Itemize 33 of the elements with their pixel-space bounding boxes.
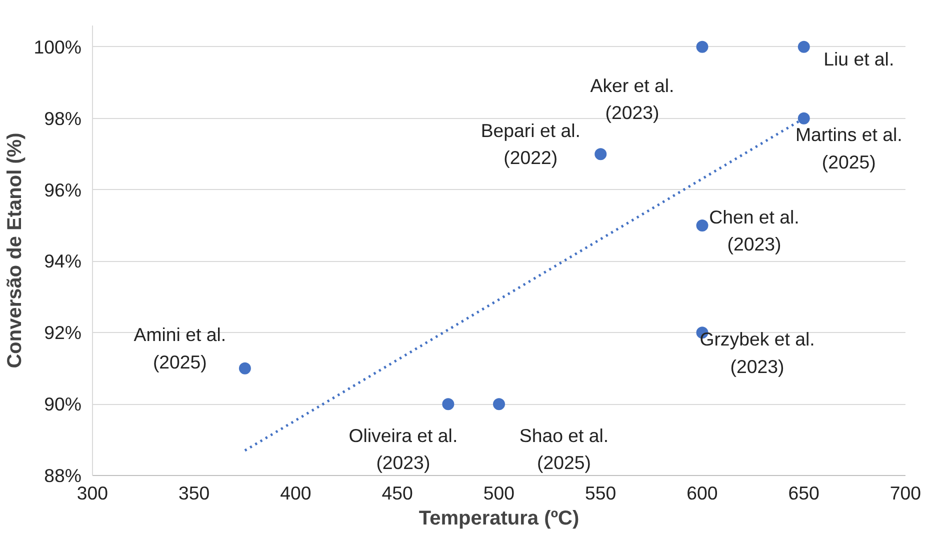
annotation: Aker et al. (2023) <box>590 74 674 124</box>
x-tick-label: 700 <box>890 482 922 504</box>
point <box>442 398 454 410</box>
point <box>238 362 251 374</box>
point <box>696 220 708 232</box>
y-tick-label: 96% <box>44 179 82 200</box>
x-tick-label: 350 <box>178 482 210 504</box>
annotation: Amini et al. (2025) <box>134 324 226 373</box>
point <box>696 40 708 53</box>
annotation: Oliveira et al. (2023) <box>348 424 458 474</box>
point <box>594 148 607 160</box>
annotation: Grzybek et al. (2023) <box>700 328 815 377</box>
x-tick-label: 650 <box>788 482 820 504</box>
y-axis-title: Conversão de Etanol (%) <box>4 132 26 368</box>
x-tick-label: 550 <box>585 482 616 504</box>
x-tick-label: 500 <box>483 482 515 504</box>
x-axis-title: Temperatura (ºC) <box>418 508 580 530</box>
x-tick-label: 600 <box>686 482 718 504</box>
y-tick-label: 98% <box>44 108 82 129</box>
x-tick-label: 450 <box>382 482 413 504</box>
y-tick-label: 90% <box>44 394 82 415</box>
annotation: Bepari et al. (2022) <box>480 120 580 168</box>
annotation: Chen et al. (2023) <box>709 206 800 255</box>
annotation: Shao et al. (2025) <box>519 424 609 474</box>
annotation: Liu et al. <box>824 48 894 70</box>
y-tick-label: 100% <box>34 36 82 58</box>
point <box>798 40 810 53</box>
point <box>493 398 505 410</box>
point <box>798 112 810 124</box>
annotation: Martins et al. (2025) <box>795 124 902 173</box>
y-tick-label: 94% <box>44 250 82 272</box>
y-tick-label: 92% <box>44 322 82 344</box>
x-tick-label: 400 <box>280 482 312 504</box>
